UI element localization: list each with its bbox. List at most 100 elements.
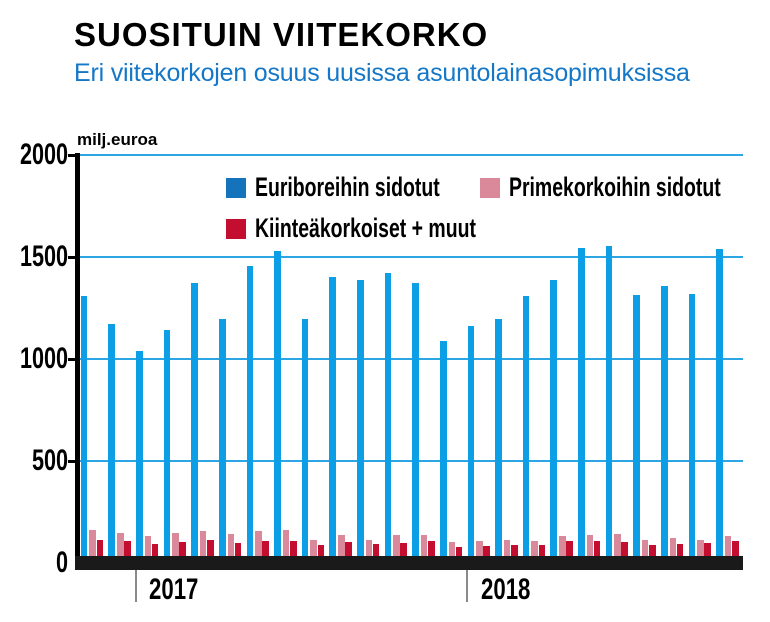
chart-subtitle: Eri viitekorkojen osuus uusissa asuntola…: [74, 59, 690, 87]
bar-primekorkoihin-2016-11: [89, 530, 96, 563]
legend-item-fixed: Kiinteäkorkoiset + muut: [226, 213, 562, 244]
legend-swatch-prime: [480, 177, 500, 198]
bar-primekorkoihin-2018-04: [559, 536, 566, 563]
legend-swatch-euribor: [226, 177, 246, 198]
bar-primekorkoihin-2017-05: [255, 531, 262, 563]
bar-primekorkoihin-2017-09: [365, 539, 373, 563]
bar-primekorkoihin-2018-02: [503, 539, 511, 563]
page-title: SUOSITUIN VIITEKORKO: [74, 16, 489, 53]
x-axis-baseline: [75, 556, 743, 570]
bar-kiinteäkorkoiset-2018-09: [704, 542, 711, 563]
bar-kiinteäkorkoiset-2017-08: [345, 541, 352, 563]
bar-euriboreihin-2017-11: [412, 282, 419, 563]
bar-kiinteäkorkoiset-2018-04: [566, 540, 573, 563]
bar-primekorkoihin-2018-08: [669, 537, 677, 563]
year-label-2017: 2017: [149, 573, 199, 606]
y-axis-label-500: 500: [31, 444, 68, 477]
bar-euriboreihin-2018-01: [467, 326, 475, 563]
y-axis-label-2000: 2000: [19, 138, 68, 171]
bar-kiinteäkorkoiset-2017-03: [207, 539, 214, 563]
bar-kiinteäkorkoiset-2018-03: [538, 544, 546, 563]
bar-kiinteäkorkoiset-2017-01: [151, 543, 159, 563]
bar-kiinteäkorkoiset-2016-11: [96, 539, 104, 563]
bar-euriboreihin-2017-12: [439, 340, 447, 563]
bar-euriboreihin-2017-10: [384, 273, 392, 563]
bar-euriboreihin-2017-07: [301, 319, 309, 563]
bar-euriboreihin-2018-07: [633, 294, 640, 563]
bar-primekorkoihin-2017-10: [393, 535, 400, 563]
bar-kiinteäkorkoiset-2018-07: [649, 544, 656, 563]
bar-primekorkoihin-2016-12: [117, 533, 124, 563]
bar-kiinteäkorkoiset-2018-01: [483, 545, 490, 563]
bar-kiinteäkorkoiset-2017-07: [317, 544, 325, 563]
bar-euriboreihin-2017-01: [136, 350, 143, 563]
bar-euriboreihin-2018-09: [688, 293, 696, 563]
bar-euriboreihin-2018-02: [495, 319, 502, 563]
y-tick-1000: [68, 357, 75, 361]
bar-kiinteäkorkoiset-2017-11: [428, 540, 435, 563]
bar-euriboreihin-2017-09: [357, 280, 364, 563]
bar-kiinteäkorkoiset-2017-04: [234, 542, 242, 563]
bar-primekorkoihin-2017-01: [144, 536, 152, 563]
legend-label-prime: Primekorkoihin sidotut: [509, 172, 721, 202]
bar-euriboreihin-2017-05: [246, 266, 254, 563]
bar-primekorkoihin-2018-10: [724, 536, 732, 563]
bar-primekorkoihin-2018-09: [697, 539, 704, 563]
bar-kiinteäkorkoiset-2017-06: [289, 540, 297, 563]
bar-primekorkoihin-2018-07: [641, 539, 649, 563]
legend-label-fixed: Kiinteäkorkoiset + muut: [255, 213, 476, 243]
bar-primekorkoihin-2017-11: [420, 535, 428, 563]
bar-kiinteäkorkoiset-2017-05: [262, 540, 269, 563]
bar-kiinteäkorkoiset-2018-08: [676, 543, 684, 563]
bar-primekorkoihin-2017-08: [338, 535, 345, 563]
bar-primekorkoihin-2017-03: [199, 531, 207, 563]
bar-euriboreihin-2017-04: [218, 319, 226, 563]
bar-primekorkoihin-2017-07: [310, 539, 317, 563]
bar-primekorkoihin-2018-05: [586, 535, 594, 563]
gridline-1500: [80, 256, 743, 258]
bar-kiinteäkorkoiset-2018-06: [621, 541, 629, 563]
year-tick-2018: [466, 570, 468, 602]
y-tick-500: [68, 459, 75, 463]
year-tick-2017: [135, 570, 137, 602]
bar-euriboreihin-2018-10: [716, 248, 723, 563]
bar-euriboreihin-2017-06: [274, 250, 281, 563]
bar-kiinteäkorkoiset-2017-10: [400, 542, 408, 563]
bar-kiinteäkorkoiset-2016-12: [124, 540, 131, 563]
bar-euriboreihin-2017-08: [329, 277, 337, 563]
bar-euriboreihin-2016-12: [108, 324, 116, 563]
year-label-2018: 2018: [481, 573, 531, 606]
bar-kiinteäkorkoiset-2017-02: [179, 541, 187, 563]
bar-primekorkoihin-2017-02: [172, 533, 179, 563]
bar-primekorkoihin-2018-06: [614, 534, 621, 563]
bar-primekorkoihin-2017-04: [227, 534, 235, 563]
bar-primekorkoihin-2018-03: [531, 540, 538, 563]
bar-kiinteäkorkoiset-2018-05: [593, 540, 601, 563]
y-axis-unit-label: milj.euroa: [77, 130, 158, 149]
bar-primekorkoihin-2017-12: [448, 541, 456, 563]
bar-euriboreihin-2017-02: [163, 330, 171, 563]
bar-kiinteäkorkoiset-2017-09: [372, 543, 380, 563]
bar-euriboreihin-2016-11: [80, 295, 88, 563]
gridline-500: [80, 460, 743, 462]
y-axis-label-1500: 1500: [19, 240, 68, 273]
bar-primekorkoihin-2018-01: [476, 540, 483, 563]
legend-label-euribor: Euriboreihin sidotut: [255, 172, 440, 202]
bar-kiinteäkorkoiset-2018-02: [510, 544, 518, 563]
y-axis-label-1000: 1000: [19, 342, 68, 375]
bar-euriboreihin-2018-05: [578, 247, 585, 563]
legend-item-euribor: Euriboreihin sidotut: [226, 172, 512, 203]
y-axis-label-0: 0: [55, 546, 68, 579]
legend-swatch-fixed: [226, 218, 246, 239]
legend-item-prime: Primekorkoihin sidotut: [480, 172, 770, 203]
bar-primekorkoihin-2017-06: [282, 530, 290, 563]
y-tick-2000: [68, 153, 75, 157]
y-axis-line: [75, 153, 80, 570]
gridline-1000: [80, 358, 743, 360]
bar-kiinteäkorkoiset-2017-12: [455, 546, 463, 563]
bar-euriboreihin-2018-08: [660, 285, 668, 563]
bar-euriboreihin-2017-03: [191, 282, 198, 563]
bar-euriboreihin-2018-06: [605, 245, 613, 563]
bar-kiinteäkorkoiset-2018-10: [731, 540, 739, 563]
